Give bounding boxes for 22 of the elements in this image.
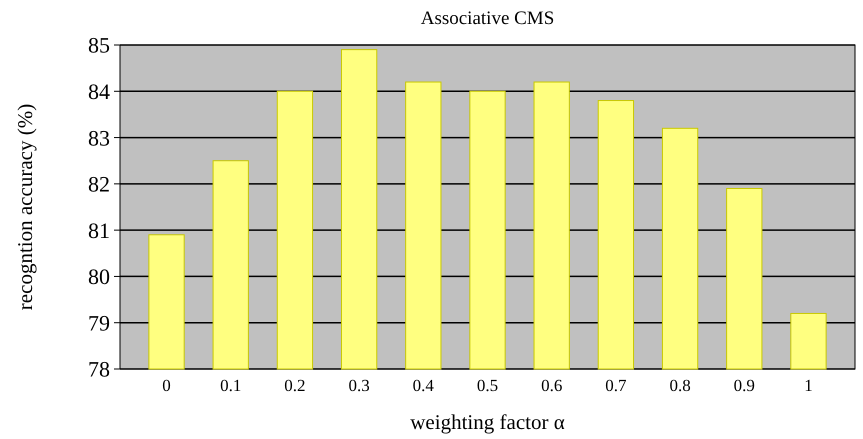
x-tick-label: 0.5 xyxy=(476,376,498,395)
y-tick-label: 79 xyxy=(88,310,110,336)
y-tick-label: 82 xyxy=(88,172,110,197)
x-tick-label: 0 xyxy=(162,376,171,395)
x-tick-label: 1 xyxy=(804,376,813,395)
chart-title: Associative CMS xyxy=(420,8,554,29)
x-tick-label: 0.6 xyxy=(541,376,562,395)
y-tick-label: 78 xyxy=(88,356,110,382)
y-tick-label: 83 xyxy=(88,125,110,150)
x-tick-label: 0.4 xyxy=(412,376,434,395)
x-tick-label: 0.3 xyxy=(348,376,370,395)
x-tick-label: 0.9 xyxy=(734,376,755,395)
x-tick-label: 0.7 xyxy=(605,376,628,395)
y-tick-label: 84 xyxy=(88,78,110,104)
x-tick-label: 0.2 xyxy=(284,376,306,395)
x-axis-title: weighting factor α xyxy=(410,410,565,434)
y-tick-label: 85 xyxy=(88,32,110,58)
y-tick-label: 81 xyxy=(88,218,110,243)
x-tick-label: 0.1 xyxy=(220,376,242,395)
x-tick-label: 0.8 xyxy=(669,376,691,395)
y-tick-label: 80 xyxy=(88,264,110,290)
y-axis-title: recogntion accuracy (%) xyxy=(13,104,37,310)
